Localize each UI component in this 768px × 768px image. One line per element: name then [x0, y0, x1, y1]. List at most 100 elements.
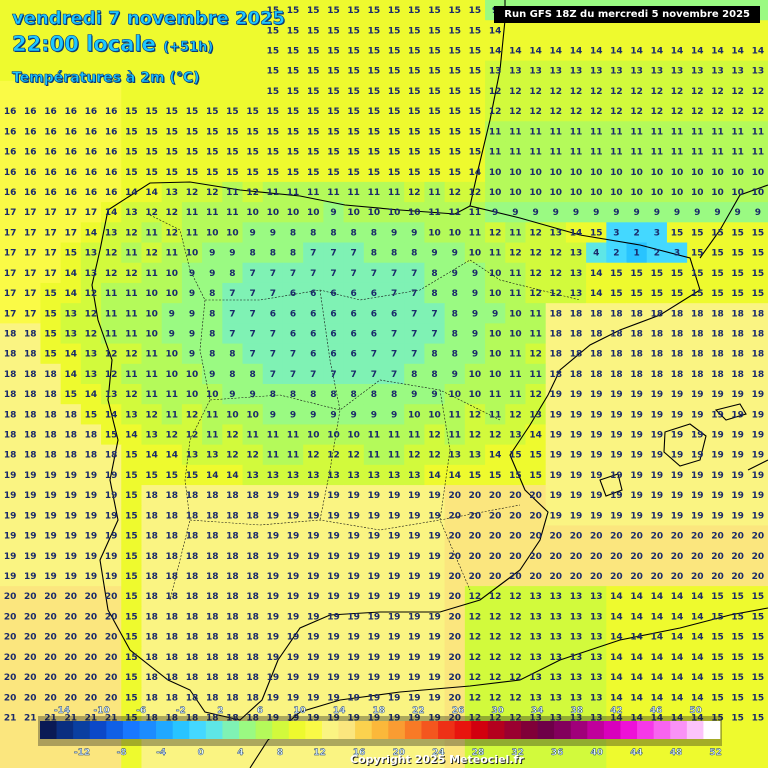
temperature-cell — [20, 282, 41, 304]
temperature-value: 19 — [368, 633, 381, 643]
temperature-value: 11 — [246, 431, 259, 441]
temperature-value: 19 — [64, 491, 77, 501]
temperature-value: 19 — [287, 572, 300, 582]
temperature-value: 20 — [550, 532, 563, 542]
temperature-cell — [626, 101, 648, 122]
temperature-value: 9 — [431, 390, 437, 400]
temperature-value: 18 — [145, 511, 158, 521]
temperature-value: 18 — [206, 572, 219, 582]
temperature-cell — [202, 242, 223, 264]
temperature-value: 11 — [711, 148, 724, 158]
temperature-value: 11 — [145, 370, 158, 380]
temperature-cell — [606, 202, 628, 223]
temperature-value: 18 — [246, 633, 259, 643]
temperature-value: 9 — [593, 208, 599, 218]
temperature-value: 11 — [752, 148, 765, 158]
temperature-value: 15 — [267, 67, 280, 77]
temperature-value: 18 — [711, 309, 724, 319]
temperature-value: 14 — [651, 673, 664, 683]
temperature-cell — [384, 404, 405, 425]
temperature-value: 14 — [570, 228, 583, 238]
temperature-value: 15 — [287, 148, 300, 158]
temperature-value: 8 — [270, 249, 276, 259]
temperature-cell — [384, 444, 405, 466]
temperature-value: 18 — [166, 592, 179, 602]
temperature-value: 17 — [24, 289, 37, 299]
temperature-cell — [202, 40, 223, 62]
temperature-cell — [282, 363, 304, 385]
temperature-cell — [545, 444, 567, 466]
temperature-value: 19 — [752, 471, 765, 481]
temperature-cell — [586, 121, 607, 142]
temperature-value: 15 — [711, 693, 724, 703]
colorbar-top-tick: 50 — [689, 706, 702, 716]
temperature-value: 18 — [145, 552, 158, 562]
temperature-value: 14 — [630, 673, 643, 683]
temperature-value: 19 — [347, 532, 360, 542]
temperature-value: 15 — [731, 713, 744, 723]
temperature-value: 13 — [408, 471, 421, 481]
temperature-value: 18 — [731, 329, 744, 339]
temperature-value: 20 — [469, 552, 482, 562]
temperature-value: 18 — [711, 329, 724, 339]
temperature-cell — [242, 181, 264, 203]
temperature-cell — [485, 40, 506, 62]
temperature-value: 15 — [166, 127, 179, 137]
temperature-value: 10 — [489, 350, 502, 360]
temperature-cell — [747, 747, 768, 768]
temperature-cell — [606, 141, 628, 163]
temperature-value: 14 — [610, 673, 623, 683]
temperature-cell — [727, 303, 749, 324]
temperature-value: 13 — [570, 633, 583, 643]
temperature-value: 15 — [125, 471, 138, 481]
temperature-cell — [606, 525, 628, 547]
temperature-value: 19 — [368, 592, 381, 602]
temperature-value: 19 — [24, 572, 37, 582]
colorbar-top-tick: 2 — [217, 706, 223, 716]
temperature-value: 19 — [267, 532, 280, 542]
temperature-cell — [464, 444, 486, 466]
temperature-value: 10 — [469, 370, 482, 380]
temperature-value: 8 — [391, 390, 397, 400]
temperature-cell — [202, 0, 223, 21]
temperature-cell — [747, 40, 768, 62]
temperature-cell — [444, 323, 466, 345]
temperature-cell — [747, 525, 768, 547]
temperature-cell — [0, 222, 21, 244]
temperature-value: 14 — [85, 390, 98, 400]
temperature-cell — [606, 282, 628, 304]
temperature-cell — [121, 343, 142, 365]
temperature-value: 12 — [428, 451, 441, 461]
temperature-cell — [202, 181, 223, 203]
temperature-value: 15 — [267, 87, 280, 97]
colorbar-top-tick: -6 — [136, 706, 146, 716]
temperature-value: 18 — [731, 350, 744, 360]
temperature-cell — [384, 161, 405, 183]
temperature-cell — [242, 60, 264, 82]
colorbar-segment — [686, 721, 704, 739]
temperature-value: 9 — [411, 390, 417, 400]
temperature-value: 15 — [206, 127, 219, 137]
temperature-cell — [323, 363, 345, 385]
temperature-cell — [666, 363, 688, 385]
temperature-value: 17 — [24, 309, 37, 319]
temperature-value: 16 — [44, 168, 57, 178]
temperature-cell — [747, 727, 768, 749]
temperature-value: 14 — [529, 431, 542, 441]
temperature-cell — [141, 282, 163, 304]
temperature-cell — [40, 202, 62, 223]
temperature-value: 12 — [529, 87, 542, 97]
temperature-value: 18 — [570, 309, 583, 319]
temperature-cell — [384, 0, 405, 21]
temperature-value: 15 — [166, 168, 179, 178]
temperature-cell — [0, 141, 21, 163]
temperature-cell — [101, 343, 122, 365]
temperature-value: 20 — [489, 491, 502, 501]
temperature-value: 7 — [351, 370, 357, 380]
temperature-value: 18 — [64, 431, 77, 441]
temperature-value: 15 — [226, 127, 239, 137]
temperature-cell — [444, 141, 466, 163]
temperature-value: 18 — [226, 552, 239, 562]
temperature-value: 15 — [388, 67, 401, 77]
temperature-value: 15 — [327, 6, 340, 16]
